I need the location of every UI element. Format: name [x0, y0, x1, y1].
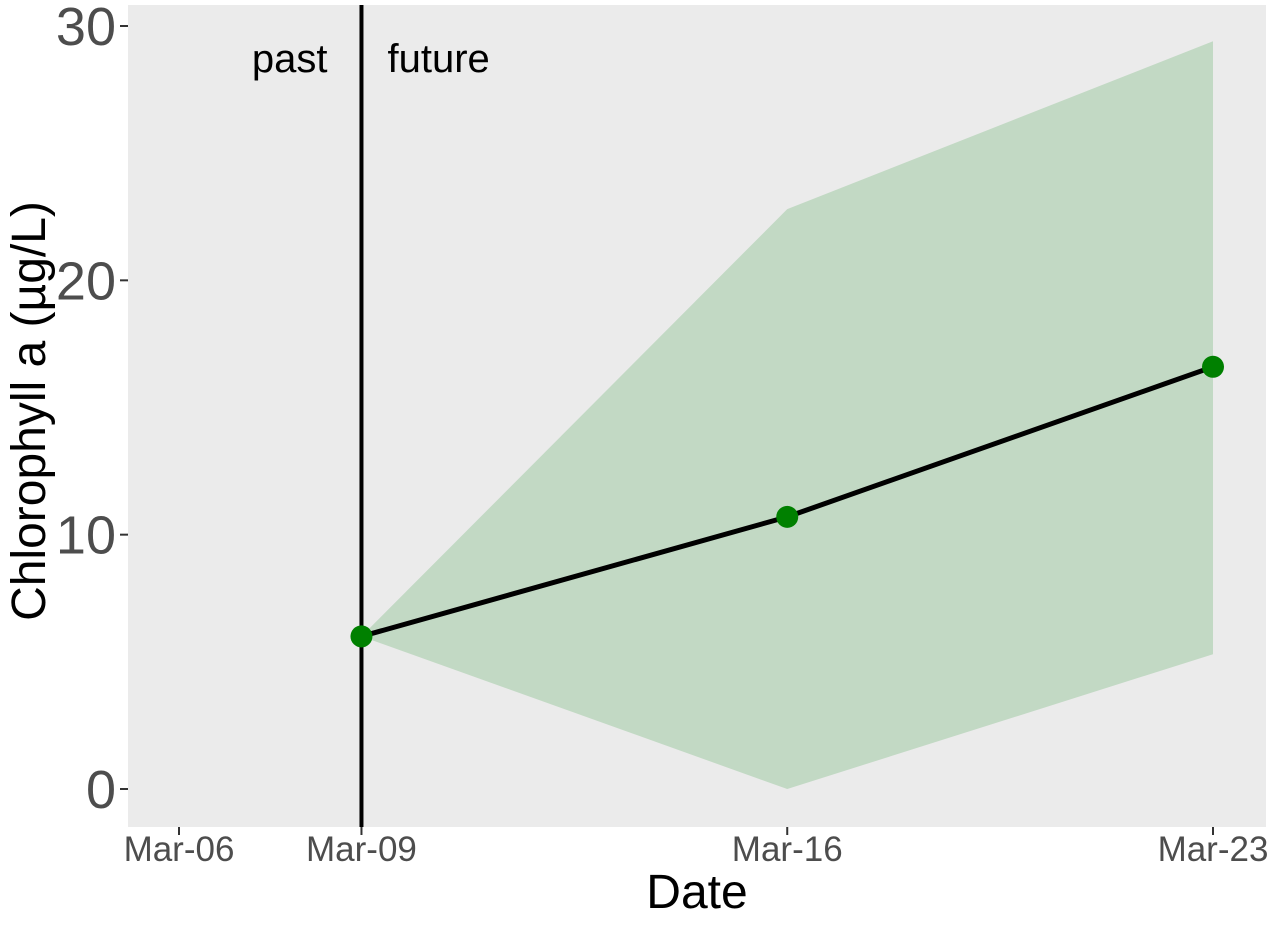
- y-tick-label: 0: [86, 760, 116, 820]
- future-label: future: [387, 37, 489, 81]
- x-tick-label: Mar-06: [124, 830, 235, 869]
- x-tick-label: Mar-16: [732, 830, 843, 869]
- x-axis: Mar-06 Mar-09 Mar-16 Mar-23: [124, 827, 1269, 869]
- past-label: past: [252, 37, 328, 81]
- data-point: [776, 505, 799, 528]
- x-axis-title: Date: [646, 866, 747, 919]
- x-tick-label: Mar-23: [1158, 830, 1269, 869]
- y-axis-title: Chlorophyll a (µg/L): [3, 201, 56, 621]
- data-point: [1202, 355, 1224, 378]
- data-point: [350, 625, 373, 648]
- series-points-layer: [350, 355, 1224, 648]
- y-tick-label: 30: [56, 0, 116, 57]
- y-tick-label: 20: [56, 251, 116, 311]
- x-tick-label: Mar-09: [306, 830, 417, 869]
- confidence-ribbon: [361, 41, 1213, 789]
- y-axis: 0 10 20 30: [56, 0, 128, 820]
- annotation-layer: past future: [252, 37, 490, 81]
- confidence-ribbon-layer: [361, 41, 1213, 789]
- y-tick-label: 10: [56, 506, 116, 566]
